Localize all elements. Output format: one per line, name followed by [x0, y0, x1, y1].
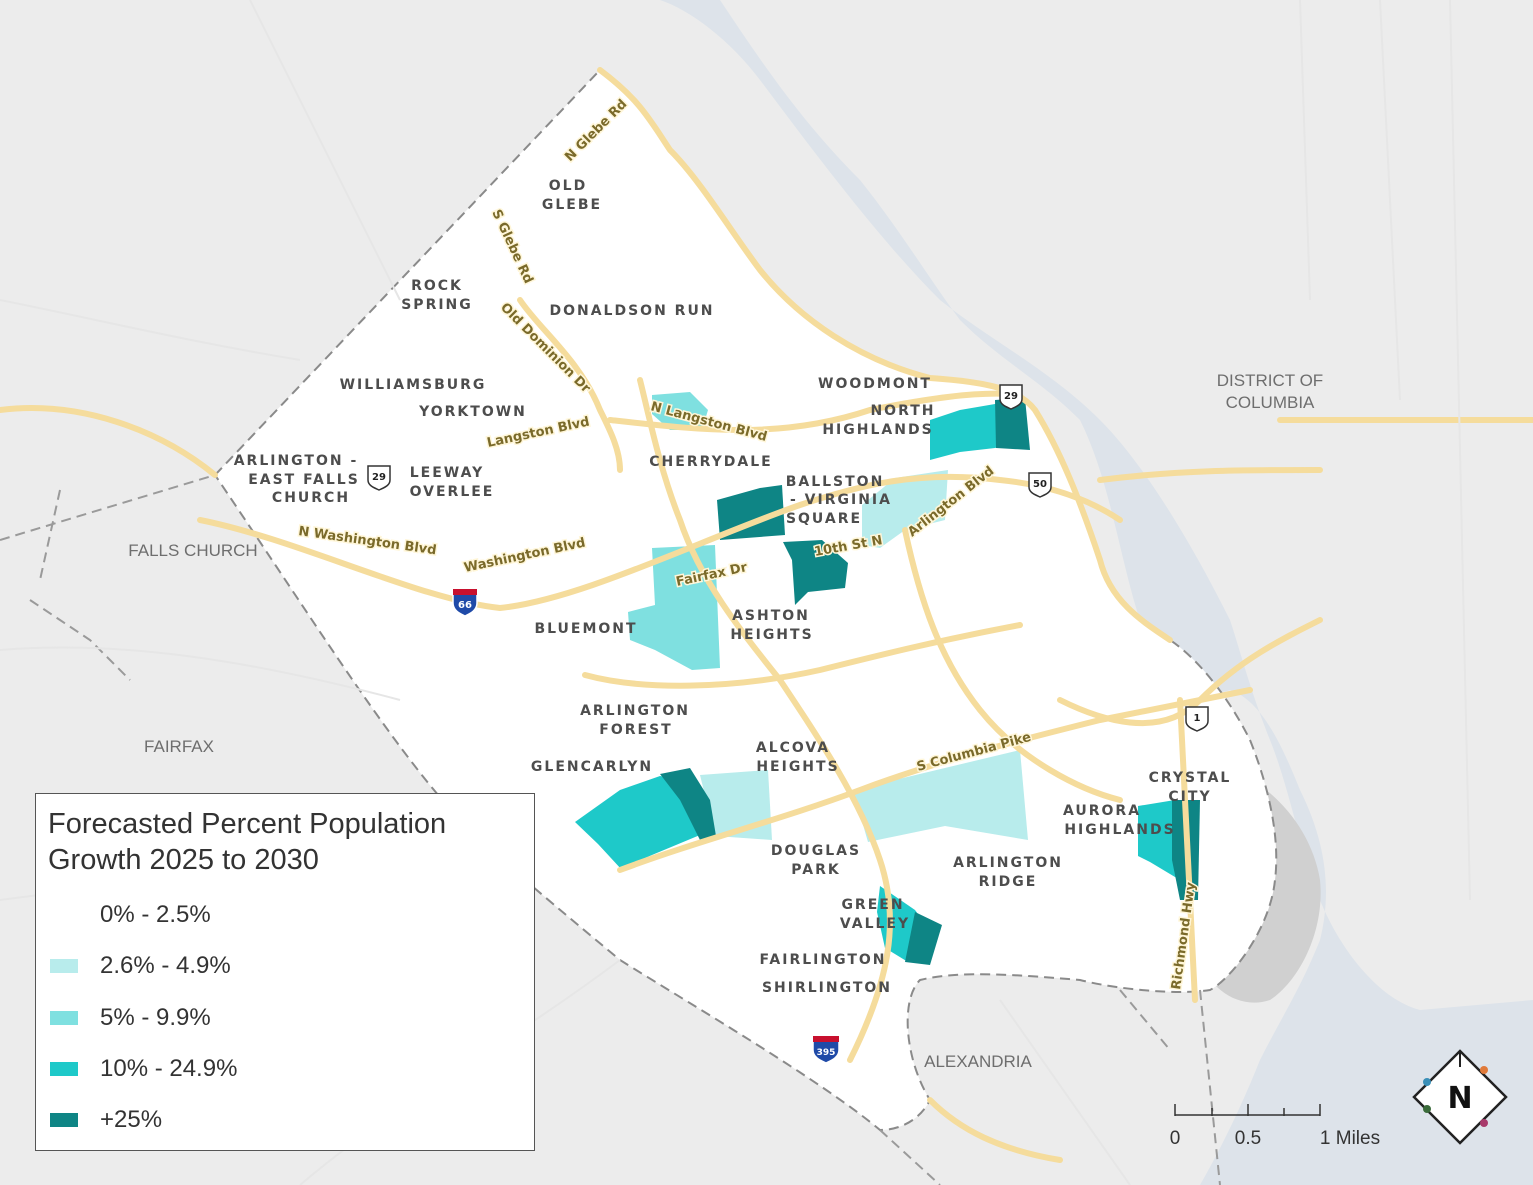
label-yorktown: YORKTOWN: [418, 404, 527, 420]
svg-text:395: 395: [817, 1048, 836, 1058]
label-alcova-heights-2: HEIGHTS: [756, 759, 839, 775]
label-old-glebe-2: GLEBE: [542, 197, 602, 213]
interstate-395-shield-icon: 395: [812, 1035, 840, 1064]
legend-swatch: [50, 1062, 78, 1076]
label-dc-1: DISTRICT OF: [1217, 371, 1323, 390]
label-arlington-forest-1: ARLINGTON: [580, 703, 690, 719]
legend-item: 10% - 24.9%: [50, 1054, 237, 1084]
growth-area-columbia-pike-light: [853, 750, 1028, 842]
label-alexandria: ALEXANDRIA: [924, 1052, 1032, 1071]
legend-item: +25%: [50, 1105, 162, 1135]
label-arlington-efc-1: ARLINGTON -: [234, 453, 359, 469]
label-arlington-ridge-1: ARLINGTON: [953, 855, 1063, 871]
label-arlington-efc-2: EAST FALLS: [248, 472, 360, 488]
us-50-shield-icon: 50: [1028, 472, 1052, 498]
label-green-valley-2: VALLEY: [840, 916, 910, 932]
label-donaldson-run: DONALDSON RUN: [549, 303, 714, 319]
label-falls-church: FALLS CHURCH: [128, 541, 257, 560]
label-cherrydale: CHERRYDALE: [649, 454, 772, 470]
label-leeway-overlee-1: LEEWAY: [410, 465, 485, 481]
label-fairfax: FAIRFAX: [144, 737, 214, 756]
scale-bar: 0 0.5 1 Miles: [1170, 1104, 1380, 1149]
legend-label: 10% - 24.9%: [100, 1055, 238, 1082]
major-roads: [0, 67, 1533, 1163]
growth-area-glencarlyn: [575, 776, 700, 870]
legend-swatch: [50, 1011, 78, 1025]
svg-text:50: 50: [1033, 479, 1047, 490]
label-north-highlands-2: HIGHLANDS: [822, 422, 933, 438]
growth-area-langston: [652, 392, 708, 430]
north-arrow-letter: N: [1447, 1081, 1472, 1116]
interstate-66-shield-icon: 66: [452, 588, 478, 617]
growth-area-columbia-heights: [660, 768, 716, 840]
label-rock-spring-1: ROCK: [411, 278, 463, 294]
label-shirlington: SHIRLINGTON: [762, 980, 892, 996]
label-ashton-heights-2: HEIGHTS: [730, 627, 813, 643]
us-29-shield-icon: 29: [367, 465, 391, 491]
legend-swatch: [50, 959, 78, 973]
label-arlington-forest-2: FOREST: [599, 722, 672, 738]
county-boundary-line: [0, 474, 1221, 1185]
label-ballston-3: SQUARE: [786, 511, 862, 527]
label-north-highlands-1: NORTH: [870, 403, 935, 419]
north-arrow-icon: N: [1412, 1049, 1508, 1145]
legend-label: 2.6% - 4.9%: [100, 952, 231, 979]
label-leeway-overlee-2: OVERLEE: [410, 484, 495, 500]
growth-area-rosslyn: [995, 398, 1030, 450]
growth-area-clarendon: [628, 545, 720, 670]
label-dc-2: COLUMBIA: [1226, 393, 1315, 412]
svg-text:66: 66: [458, 600, 472, 611]
label-arlington-efc-3: CHURCH: [272, 490, 350, 506]
svg-text:1: 1: [1194, 713, 1201, 724]
legend-title: Forecasted Percent Population Growth 202…: [48, 806, 446, 878]
label-rock-spring-2: SPRING: [401, 297, 473, 313]
us-29-shield-icon: 29: [999, 384, 1023, 410]
label-alcova-heights-1: ALCOVA: [756, 740, 830, 756]
label-woodmont: WOODMONT: [818, 376, 932, 392]
legend-swatch: [50, 908, 78, 922]
scale-label-half: 0.5: [1235, 1128, 1261, 1149]
legend-label: +25%: [100, 1106, 163, 1133]
scale-label-0: 0: [1170, 1128, 1181, 1149]
label-old-glebe-1: OLD: [549, 178, 587, 194]
label-fairlington: FAIRLINGTON: [759, 952, 886, 968]
label-aurora-highlands-2: HIGHLANDS: [1064, 822, 1175, 838]
growth-area-fairlington: [905, 912, 942, 965]
us-1-shield-icon: 1: [1185, 706, 1209, 732]
label-douglas-park-1: DOUGLAS: [771, 843, 861, 859]
label-ballston-1: BALLSTON: [786, 474, 885, 490]
label-crystal-city-2: CITY: [1168, 789, 1211, 805]
label-williamsburg: WILLIAMSBURG: [340, 377, 487, 393]
potomac-river: [610, 0, 1533, 1185]
label-green-valley-1: GREEN: [841, 897, 904, 913]
label-bluemont: BLUEMONT: [534, 621, 637, 637]
label-glencarlyn: GLENCARLYN: [531, 759, 653, 775]
legend-label: 0% - 2.5%: [100, 901, 211, 928]
growth-area-virginia-square: [783, 540, 848, 605]
label-ballston-2: - VIRGINIA: [790, 492, 892, 508]
svg-text:29: 29: [372, 472, 386, 483]
legend-swatch: [50, 1113, 78, 1127]
growth-area-ballston-light: [862, 470, 948, 548]
growth-area-aurora-highlands: [1138, 800, 1180, 880]
label-arlington-ridge-2: RIDGE: [979, 874, 1038, 890]
legend-title-line2: Growth 2025 to 2030: [48, 844, 319, 876]
scale-label-1: 1 Miles: [1320, 1128, 1380, 1149]
legend: Forecasted Percent Population Growth 202…: [35, 793, 535, 1151]
legend-label: 5% - 9.9%: [100, 1004, 211, 1031]
label-douglas-park-2: PARK: [791, 862, 840, 878]
label-crystal-city-1: CRYSTAL: [1149, 770, 1232, 786]
label-ashton-heights-1: ASHTON: [732, 608, 810, 624]
legend-title-line1: Forecasted Percent Population: [48, 808, 447, 840]
svg-text:29: 29: [1004, 391, 1018, 402]
legend-item: 0% - 2.5%: [50, 900, 211, 930]
growth-area-courthouse: [717, 485, 785, 540]
label-aurora-highlands-1: AURORA: [1063, 803, 1141, 819]
legend-item: 5% - 9.9%: [50, 1003, 211, 1033]
arlington-county-area: [213, 68, 1278, 1132]
legend-item: 2.6% - 4.9%: [50, 951, 231, 981]
